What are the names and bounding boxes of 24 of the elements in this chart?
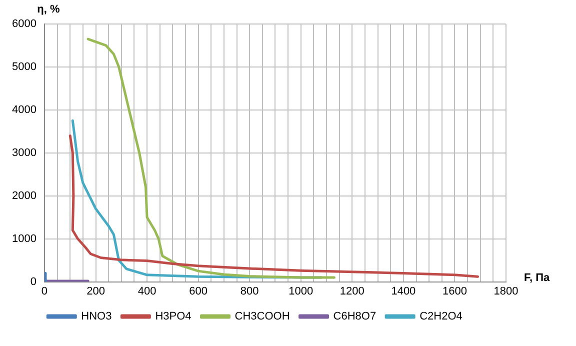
x-tick-label: 1000 — [288, 285, 314, 298]
x-tick-label: 800 — [240, 285, 259, 298]
y-tick-label: 3000 — [12, 146, 36, 159]
x-tick-label: 1400 — [391, 285, 416, 298]
legend-label: C6H8O7 — [333, 310, 376, 323]
legend-label: C2H2O4 — [420, 310, 462, 323]
legend-label: CH3COOH — [234, 310, 290, 323]
legend-label: HNO3 — [81, 310, 112, 323]
x-tick-label: 600 — [189, 285, 208, 298]
y-axis-title: η, % — [37, 4, 60, 16]
x-tick-label: 200 — [86, 285, 105, 298]
y-tick-label: 0 — [30, 276, 36, 288]
y-tick-label: 6000 — [12, 18, 36, 30]
x-tick-label: 1800 — [494, 285, 518, 298]
x-tick-label: 1600 — [442, 285, 467, 298]
y-tick-label: 1000 — [12, 232, 36, 245]
y-tick-label: 2000 — [12, 190, 36, 202]
x-axis-title: F, Па — [524, 272, 551, 284]
x-tick-label: 400 — [138, 285, 156, 298]
y-tick-label: 4000 — [12, 104, 36, 116]
x-tick-label: 1200 — [340, 285, 364, 298]
y-tick-label: 5000 — [12, 61, 36, 73]
x-tick-label: 0 — [41, 285, 48, 298]
legend-label: H3PO4 — [155, 310, 192, 323]
